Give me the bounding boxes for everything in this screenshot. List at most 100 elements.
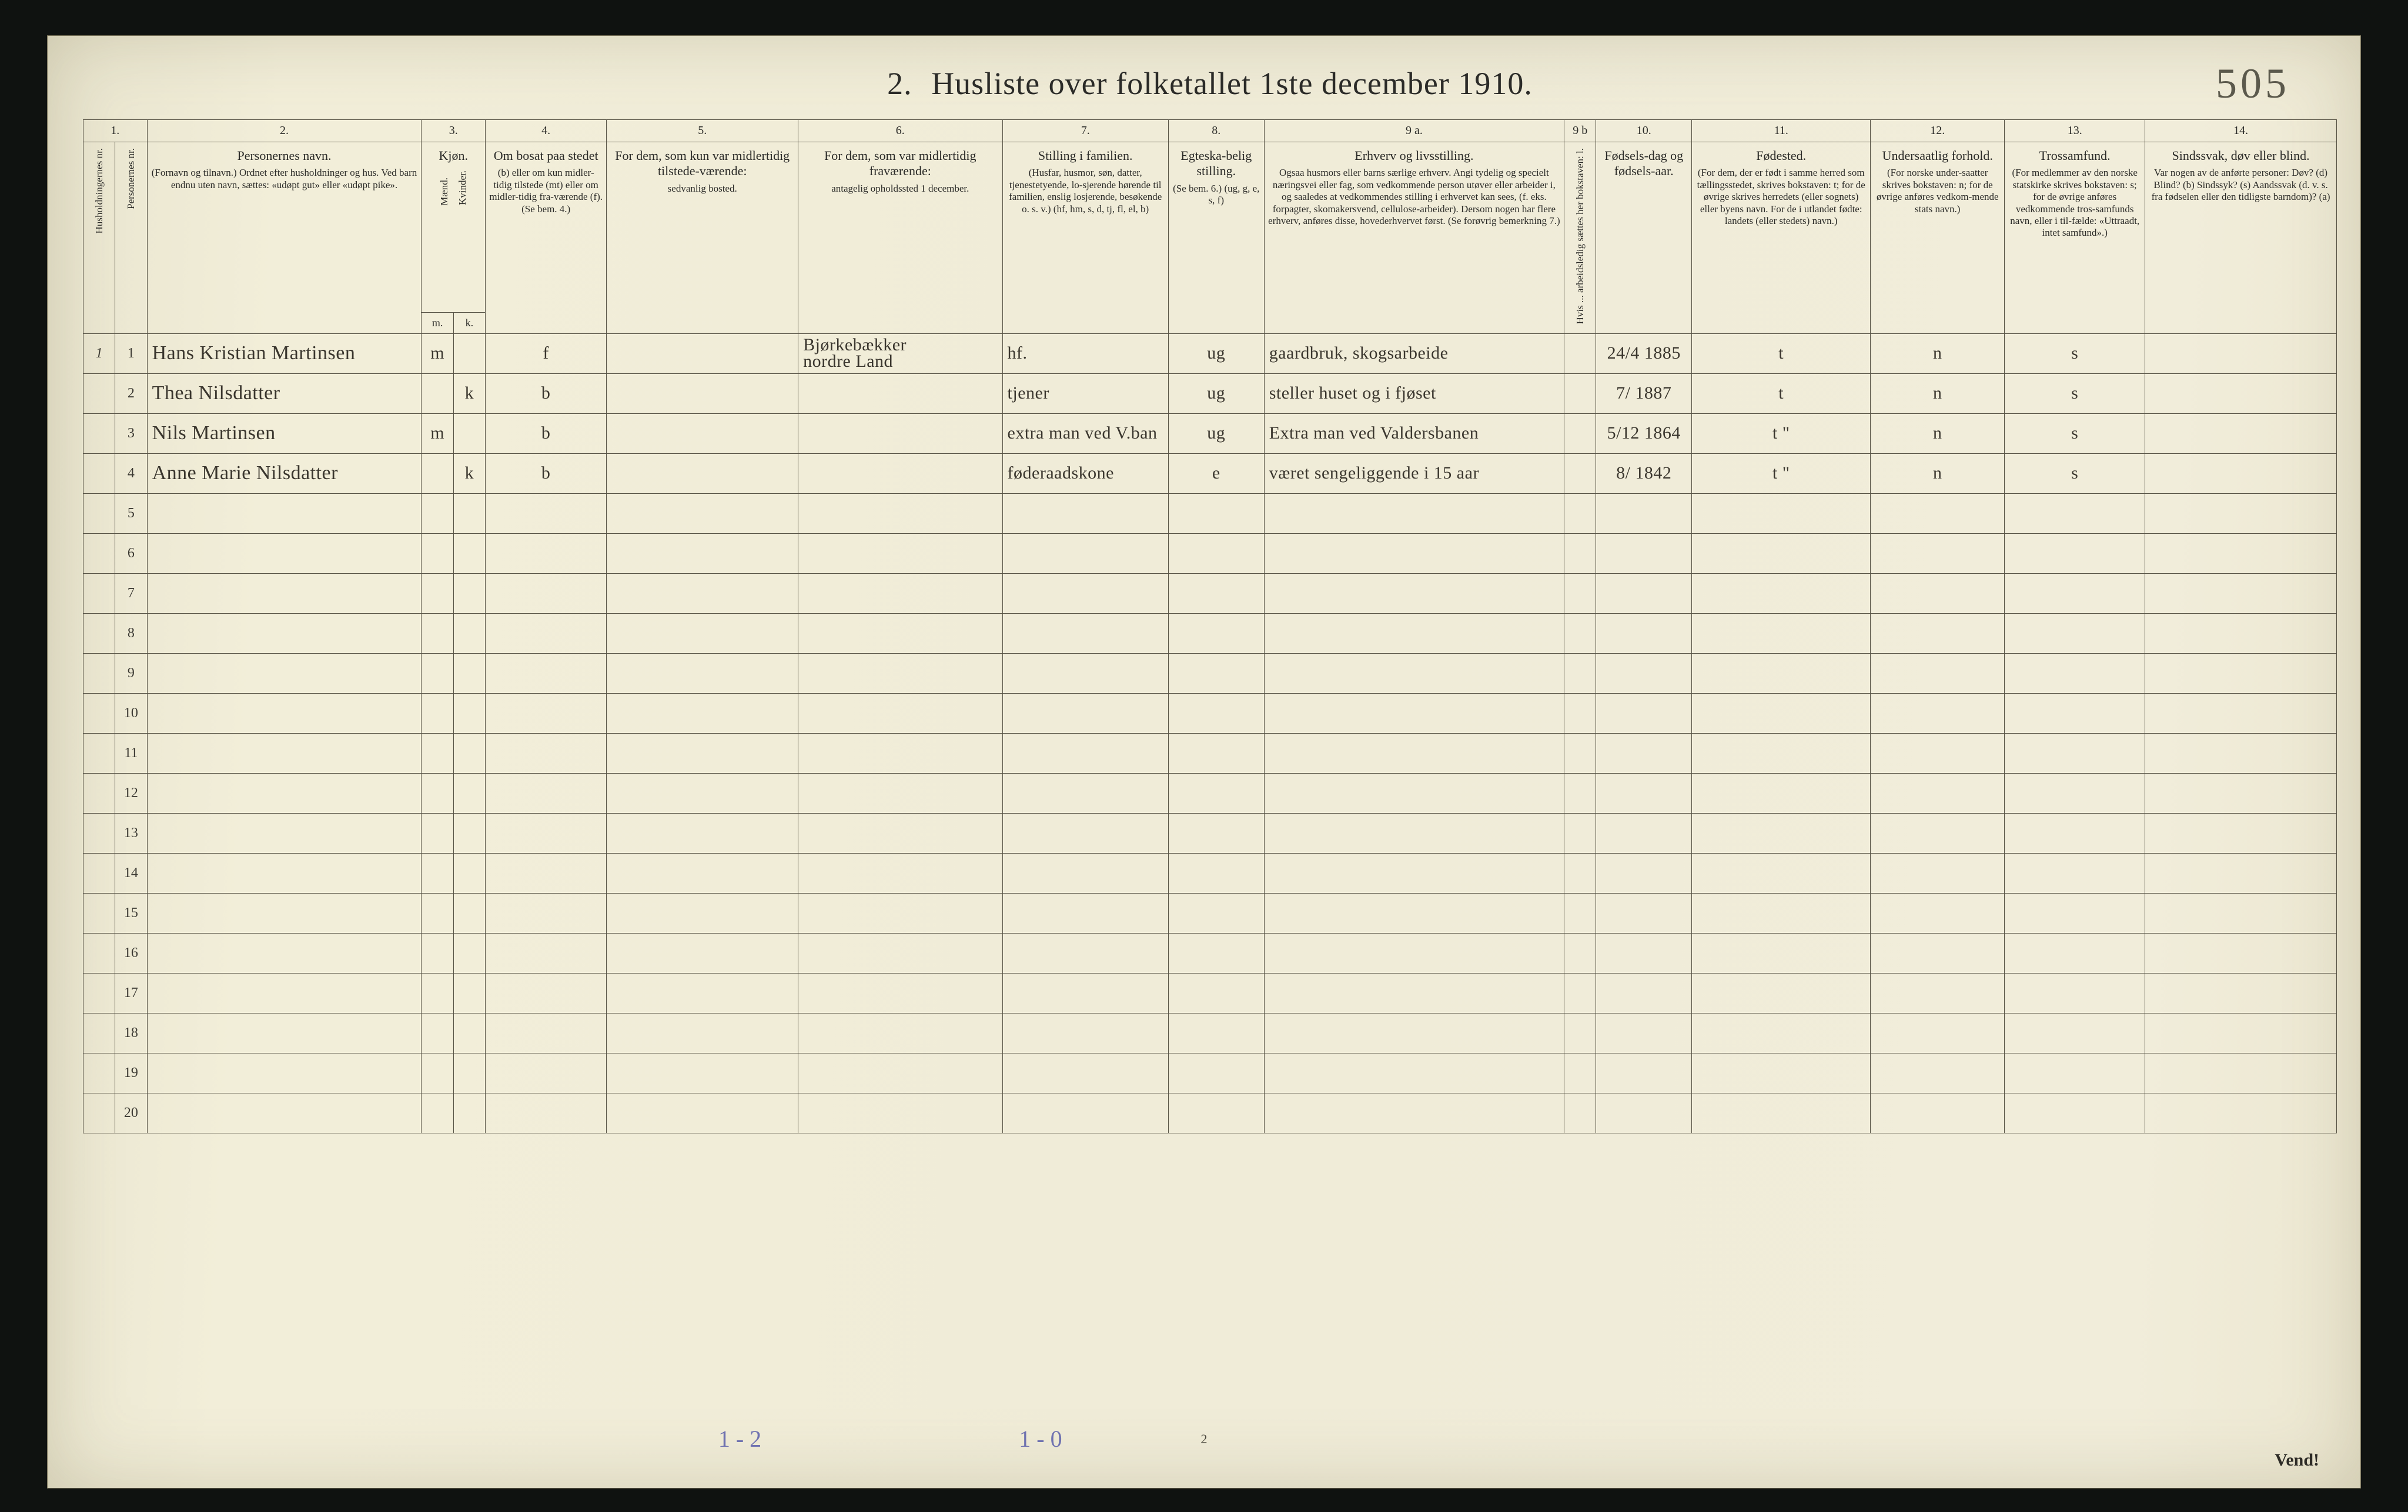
cell-unemployed (1564, 653, 1596, 693)
table-row: 2Thea Nilsdatterkbtjenerugsteller huset … (83, 373, 2337, 413)
document-paper: 505 2. Husliste over folketallet 1ste de… (47, 35, 2361, 1488)
pencil-annotation-mid-text: 1 - 0 (1019, 1426, 1062, 1452)
hdr-disability-title: Sindssvak, døv eller blind. (2149, 148, 2333, 163)
cell-temp-absent (798, 493, 1002, 533)
cell-dob (1596, 1053, 1692, 1093)
cell-disability (2145, 613, 2337, 653)
hand-text: b (541, 423, 551, 443)
cell-birthplace (1692, 573, 1871, 613)
cell-disability (2145, 693, 2337, 733)
cell-household-nr (83, 413, 115, 453)
hdr-family-sub: (Husfar, husmor, søn, datter, tjenestety… (1006, 167, 1165, 215)
page-title: 2. Husliste over folketallet 1ste decemb… (83, 65, 2337, 102)
cell-residence (486, 493, 607, 533)
cell-family: extra man ved V.ban (1002, 413, 1168, 453)
cell-temp-present (607, 813, 798, 853)
cell-temp-absent (798, 1053, 1002, 1093)
cell-birthplace (1692, 613, 1871, 653)
cell-dob (1596, 973, 1692, 1013)
cell-sex-k (453, 493, 485, 533)
cell-disability (2145, 813, 2337, 853)
cell-sex-m (422, 1013, 453, 1053)
hdr-residence-sub: (b) eller om kun midler-tidig tilstede (… (489, 167, 603, 215)
hand-text: e (1212, 463, 1220, 483)
cell-person-nr: 1 (115, 333, 147, 373)
cell-religion (2005, 773, 2145, 813)
cell-birthplace (1692, 493, 1871, 533)
cell-occupation: været sengeliggende i 15 aar (1264, 453, 1564, 493)
hand-text: Thea Nilsdatter (152, 382, 280, 404)
cell-marital: ug (1168, 333, 1264, 373)
cell-sex-k (453, 333, 485, 373)
column-number-row: 1. 2. 3. 4. 5. 6. 7. 8. 9 a. 9 b 10. 11.… (83, 120, 2337, 142)
cell-residence (486, 693, 607, 733)
cell-unemployed (1564, 1053, 1596, 1093)
cell-temp-present (607, 853, 798, 893)
cell-unemployed (1564, 733, 1596, 773)
cell-person-nr: 18 (115, 1013, 147, 1053)
cell-temp-absent (798, 573, 1002, 613)
hand-text: k (465, 463, 474, 483)
hand-text: s (2071, 383, 2078, 403)
cell-unemployed (1564, 533, 1596, 573)
cell-person-nr: 15 (115, 893, 147, 933)
cell-temp-absent (798, 413, 1002, 453)
cell-household-nr (83, 893, 115, 933)
cell-sex-k: k (453, 453, 485, 493)
hand-text: f (543, 343, 549, 363)
hand-text: været sengeliggende i 15 aar (1269, 463, 1479, 483)
cell-sex-m: m (422, 413, 453, 453)
cell-temp-present (607, 733, 798, 773)
cell-household-nr (83, 933, 115, 973)
cell-family (1002, 653, 1168, 693)
hand-text: 8/ 1842 (1616, 463, 1671, 483)
hdr-person-nr: Personernes nr. (115, 142, 147, 334)
hdr-temp-absent: For dem, som var midlertidig fraværende:… (798, 142, 1002, 334)
cell-occupation: steller huset og i fjøset (1264, 373, 1564, 413)
cell-temp-absent (798, 653, 1002, 693)
cell-temp-present (607, 533, 798, 573)
cell-person-nr: 5 (115, 493, 147, 533)
cell-family (1002, 773, 1168, 813)
cell-dob: 7/ 1887 (1596, 373, 1692, 413)
cell-sex-k (453, 653, 485, 693)
hdr-person-nr-text: Personernes nr. (125, 145, 138, 213)
cell-household-nr (83, 493, 115, 533)
cell-unemployed (1564, 693, 1596, 733)
hdr-temp-present-title: For dem, som kun var midlertidig tilsted… (610, 148, 794, 179)
hdr-nationality-title: Undersaatlig forhold. (1874, 148, 2001, 163)
hdr-household-nr: Husholdningernes nr. (83, 142, 115, 334)
cell-religion (2005, 613, 2145, 653)
cell-temp-present (607, 613, 798, 653)
cell-sex-k (453, 733, 485, 773)
cell-household-nr (83, 1013, 115, 1053)
cell-unemployed (1564, 853, 1596, 893)
hdr-marital: Egteska-belig stilling. (Se bem. 6.) (ug… (1168, 142, 1264, 334)
cell-family: føderaadskone (1002, 453, 1168, 493)
cell-dob (1596, 733, 1692, 773)
cell-disability (2145, 1013, 2337, 1053)
cell-nationality (1871, 693, 2005, 733)
cell-sex-k (453, 573, 485, 613)
cell-unemployed (1564, 773, 1596, 813)
cell-disability (2145, 1053, 2337, 1093)
hand-text: n (1933, 343, 1942, 363)
cell-sex-k (453, 693, 485, 733)
cell-disability (2145, 733, 2337, 773)
hdr-residence-title: Om bosat paa stedet (489, 148, 603, 163)
cell-birthplace (1692, 1093, 1871, 1133)
cell-marital (1168, 1053, 1264, 1093)
cell-disability (2145, 653, 2337, 693)
cell-temp-present (607, 773, 798, 813)
cell-person-nr: 17 (115, 973, 147, 1013)
cell-disability (2145, 373, 2337, 413)
hdr-sex-m: Mænd. (438, 174, 451, 209)
cell-temp-absent (798, 813, 1002, 853)
cell-person-nr: 19 (115, 1053, 147, 1093)
cell-temp-present (607, 973, 798, 1013)
cell-household-nr (83, 373, 115, 413)
cell-disability (2145, 933, 2337, 973)
printed-page-number: 2 (1201, 1431, 1208, 1447)
cell-family (1002, 933, 1168, 973)
colnum-5: 5. (607, 120, 798, 142)
